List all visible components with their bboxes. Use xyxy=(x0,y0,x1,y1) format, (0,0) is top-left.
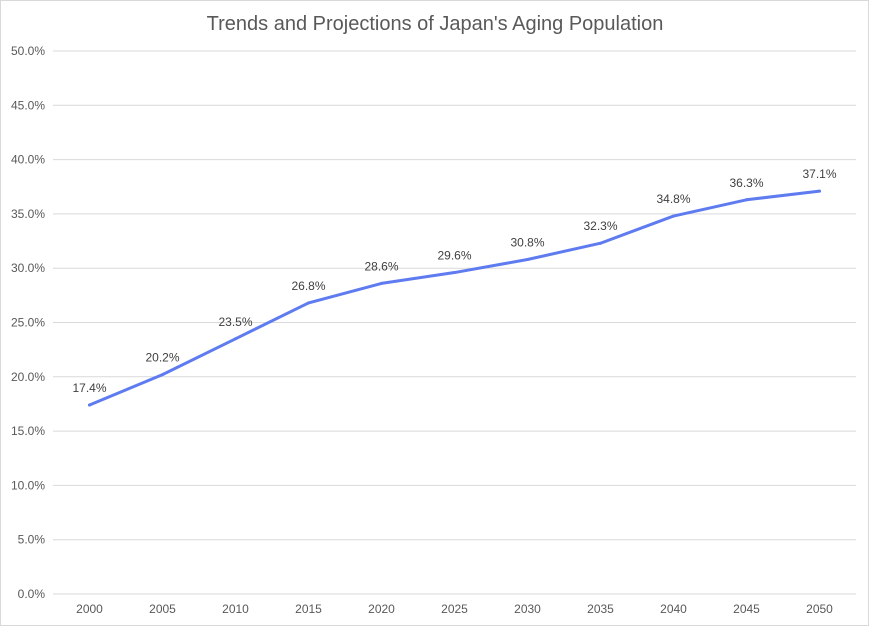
data-label: 23.5% xyxy=(218,315,252,329)
x-tick-label: 2035 xyxy=(587,602,614,616)
y-tick-label: 50.0% xyxy=(11,44,45,58)
data-label: 17.4% xyxy=(72,381,106,395)
data-label: 29.6% xyxy=(437,249,471,263)
data-label: 36.3% xyxy=(729,176,763,190)
y-tick-label: 40.0% xyxy=(11,153,45,167)
data-label: 30.8% xyxy=(510,236,544,250)
data-point xyxy=(599,241,602,245)
x-tick-label: 2020 xyxy=(368,602,395,616)
data-label: 32.3% xyxy=(583,219,617,233)
data-label: 28.6% xyxy=(364,259,398,273)
x-axis-ticks: 2000 2005 2010 2015 2020 2025 2030 2035 2040 2045… xyxy=(76,602,833,616)
chart-title: Trends and Projections of Japan's Aging … xyxy=(207,13,664,35)
x-tick-label: 2045 xyxy=(733,602,760,616)
x-tick-label: 2025 xyxy=(441,602,468,616)
y-tick-label: 5.0% xyxy=(18,533,46,547)
x-tick-label: 2005 xyxy=(149,602,176,616)
data-label: 37.1% xyxy=(802,167,836,181)
data-point xyxy=(526,258,529,262)
x-tick-label: 2050 xyxy=(806,602,833,616)
data-point xyxy=(380,281,383,285)
data-point xyxy=(453,271,456,275)
data-label: 34.8% xyxy=(656,192,690,206)
x-tick-label: 2040 xyxy=(660,602,687,616)
data-point xyxy=(88,403,91,407)
data-point xyxy=(234,337,237,341)
y-tick-label: 10.0% xyxy=(11,478,45,492)
x-tick-label: 2030 xyxy=(514,602,541,616)
data-label: 20.2% xyxy=(145,351,179,365)
y-tick-label: 45.0% xyxy=(11,98,45,112)
y-tick-label: 20.0% xyxy=(11,370,45,384)
series-line xyxy=(88,189,821,407)
y-tick-label: 25.0% xyxy=(11,316,45,330)
data-point xyxy=(672,214,675,218)
x-tick-label: 2010 xyxy=(222,602,249,616)
y-tick-label: 15.0% xyxy=(11,424,45,438)
data-point xyxy=(161,373,164,377)
data-point xyxy=(818,189,821,193)
data-labels: 17.4% 20.2% 23.5% 26.8% 28.6% 29.6% 30.8% 32.3%… xyxy=(72,167,836,395)
y-tick-label: 30.0% xyxy=(11,261,45,275)
y-tick-label: 35.0% xyxy=(11,207,45,221)
data-label: 26.8% xyxy=(291,279,325,293)
series xyxy=(88,189,821,407)
x-tick-label: 2015 xyxy=(295,602,322,616)
data-point xyxy=(745,198,748,202)
x-tick-label: 2000 xyxy=(76,602,103,616)
y-tick-label: 0.0% xyxy=(18,587,46,601)
data-point xyxy=(307,301,310,305)
gridlines xyxy=(53,50,856,595)
y-axis-ticks: 0.0% 5.0% 10.0% 15.0% 20.0% 25.0% 30.0% 35.0% 40… xyxy=(11,44,45,601)
